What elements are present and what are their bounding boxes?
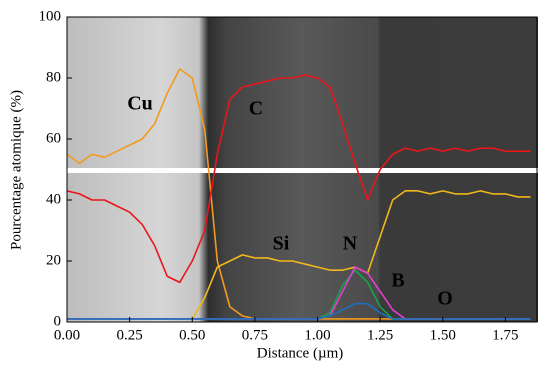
series-label: C (249, 98, 263, 120)
y-tick-label: 100 (39, 8, 62, 24)
series-line (66, 74, 531, 284)
y-axis-title: Pourcentage atomique (%) (8, 90, 24, 250)
x-tick-label: 1.25 (367, 327, 393, 343)
series-line (67, 302, 531, 320)
series-label: B (391, 270, 404, 292)
x-tick-label: 0.00 (54, 327, 80, 343)
series-label: Si (273, 233, 290, 255)
x-tick-label: 0.50 (179, 327, 205, 343)
x-tick-label: 1.75 (492, 327, 518, 343)
x-tick-label: 1.00 (304, 327, 330, 343)
series-label: O (437, 288, 453, 310)
x-tick-label: 0.25 (117, 327, 143, 343)
y-tick-label: 40 (46, 191, 61, 207)
y-tick-label: 20 (46, 252, 61, 268)
white-band (67, 168, 538, 173)
x-tick-label: 1.50 (430, 327, 456, 343)
x-axis-title: Distance (µm) (257, 345, 344, 361)
y-tick-label: 80 (46, 69, 61, 85)
series-label: N (343, 233, 358, 255)
y-tick-label: 0 (54, 313, 62, 329)
y-tick-label: 60 (46, 130, 61, 146)
plot-frame (66, 16, 538, 323)
series-label: Cu (127, 93, 153, 115)
x-tick-label: 0.75 (242, 327, 268, 343)
